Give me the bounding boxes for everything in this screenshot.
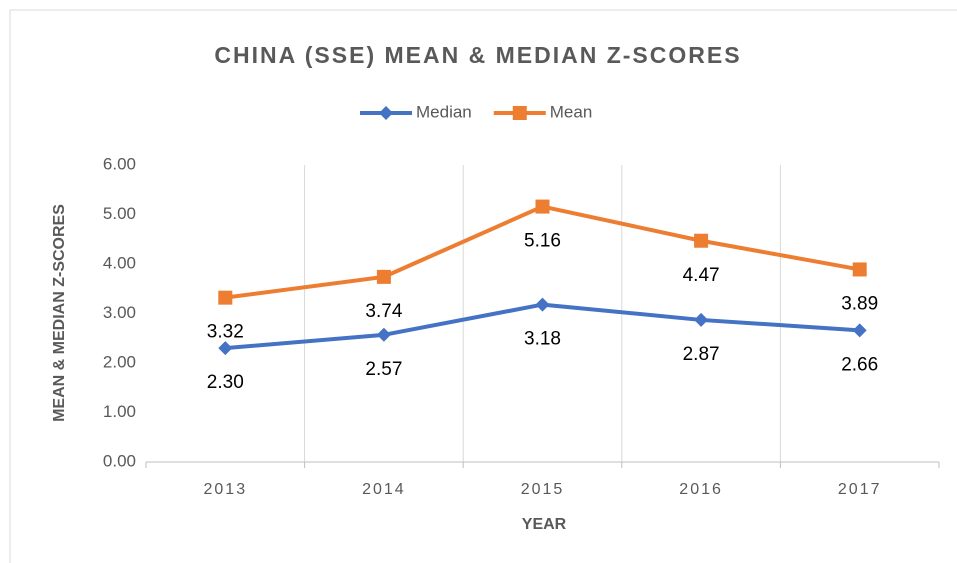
marker (852, 323, 867, 338)
marker (512, 106, 527, 120)
marker (376, 327, 391, 342)
data-label: 2.30 (207, 372, 244, 393)
x-tick-label: 2015 (521, 481, 565, 498)
data-label: 2.66 (841, 354, 878, 375)
y-tick-label: 4.00 (103, 253, 136, 272)
legend-label: Median (416, 102, 472, 121)
y-tick-label: 1.00 (103, 402, 136, 421)
marker (376, 269, 391, 284)
y-tick-label: 5.00 (103, 204, 136, 223)
marker (218, 290, 233, 305)
chart-border (9, 9, 957, 563)
marker (535, 297, 550, 312)
data-label: 2.57 (365, 359, 402, 380)
data-label: 3.74 (365, 301, 402, 322)
y-tick-label: 2.00 (103, 352, 136, 371)
x-tick-label: 2014 (362, 481, 406, 498)
x-tick-label: 2017 (838, 481, 882, 498)
chart-title: CHINA (SSE) MEAN & MEDIAN Z-SCORES (214, 42, 741, 68)
y-tick-label: 3.00 (103, 303, 136, 322)
data-label: 3.89 (841, 293, 878, 314)
x-axis-label: YEAR (522, 516, 567, 533)
y-axis-label: MEAN & MEDIAN Z-SCORES (51, 204, 68, 422)
x-tick-label: 2013 (204, 481, 248, 498)
legend-label: Mean (550, 102, 593, 121)
marker (535, 199, 550, 214)
marker (694, 312, 709, 327)
marker (694, 233, 709, 248)
y-tick-label: 6.00 (103, 154, 136, 173)
marker (852, 262, 867, 277)
data-label: 3.32 (207, 322, 244, 343)
x-tick-label: 2016 (679, 481, 723, 498)
marker (218, 341, 233, 356)
data-label: 2.87 (683, 344, 720, 365)
marker (379, 106, 393, 120)
y-tick-label: 0.00 (103, 451, 136, 470)
data-label: 5.16 (524, 231, 561, 252)
data-label: 3.18 (524, 329, 561, 350)
data-label: 4.47 (683, 265, 720, 286)
